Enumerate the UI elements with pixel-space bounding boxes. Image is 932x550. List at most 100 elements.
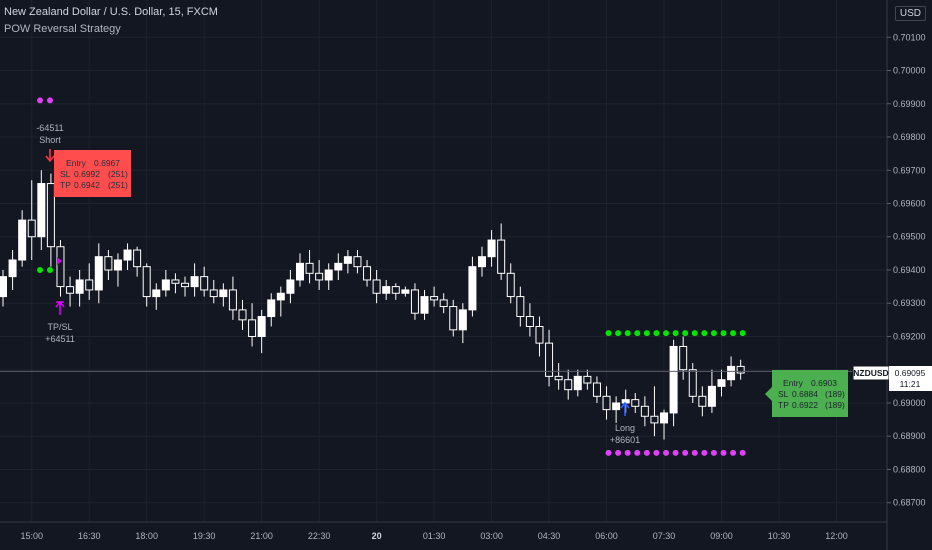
candle bbox=[0, 269, 7, 307]
candle bbox=[650, 386, 659, 437]
candle-body-down bbox=[535, 326, 544, 344]
candle-body-up bbox=[478, 256, 486, 268]
candle bbox=[401, 286, 410, 297]
signal-dot bbox=[739, 449, 746, 456]
candle bbox=[545, 329, 554, 387]
signal-dot bbox=[672, 330, 679, 337]
candle-body-up bbox=[276, 292, 285, 301]
candle bbox=[190, 263, 199, 297]
candle bbox=[525, 303, 534, 337]
candle-body-up bbox=[382, 286, 391, 294]
candle bbox=[334, 253, 343, 280]
grid-lines bbox=[0, 0, 887, 522]
candle bbox=[315, 260, 324, 290]
long-tp-label: TP bbox=[778, 400, 789, 410]
chart-title[interactable]: New Zealand Dollar / U.S. Dollar, 15, FX… bbox=[4, 6, 218, 18]
long-label-2: +86601 bbox=[610, 435, 640, 445]
short-info-box[interactable]: Entry 0.6967 SL 0.6992 (251) TP 0.6942 (… bbox=[54, 150, 131, 197]
candle-body-up bbox=[18, 219, 27, 261]
short-label-2: Short bbox=[39, 135, 61, 145]
short-sl-value: 0.6992 bbox=[74, 169, 100, 179]
candle bbox=[602, 386, 611, 420]
candle bbox=[497, 223, 506, 280]
long-sl-count: (189) bbox=[825, 389, 845, 399]
candle-body-down bbox=[516, 296, 525, 318]
candle-body-up bbox=[286, 279, 295, 294]
y-tick-label: 0.70100 bbox=[893, 32, 926, 42]
long-entry-label: Entry bbox=[783, 378, 804, 388]
long-tp-value: 0.6922 bbox=[792, 400, 818, 410]
candle bbox=[439, 293, 448, 314]
candle-body-down bbox=[391, 286, 400, 294]
short-arrow-icon bbox=[45, 149, 55, 163]
candle bbox=[353, 250, 362, 274]
candle bbox=[478, 246, 486, 277]
long-entry-value: 0.6903 bbox=[811, 378, 837, 388]
y-tick-label: 0.68800 bbox=[893, 464, 926, 474]
candle bbox=[363, 260, 372, 287]
candle bbox=[18, 210, 27, 267]
candle-body-up bbox=[219, 289, 228, 298]
x-tick-label: 06:00 bbox=[595, 531, 618, 541]
time-axis[interactable]: 15:00 16:30 18:00 19:30 21:00 22:30 20 01:30 03:… bbox=[0, 521, 887, 541]
candle bbox=[535, 316, 544, 357]
signal-dot bbox=[634, 330, 641, 337]
candle-body-up bbox=[660, 412, 669, 424]
indicator-name[interactable]: POW Reversal Strategy bbox=[4, 23, 121, 35]
candle bbox=[343, 250, 352, 274]
currency-button[interactable]: USD bbox=[894, 6, 926, 21]
candle bbox=[267, 293, 276, 327]
long-arrow-icon bbox=[620, 401, 630, 416]
short-tp-value: 0.6942 bbox=[74, 180, 100, 190]
signal-dot bbox=[710, 449, 717, 456]
candle bbox=[238, 299, 247, 330]
signal-dot bbox=[720, 449, 727, 456]
candle-body-down bbox=[506, 272, 515, 298]
y-tick-label: 0.70000 bbox=[893, 66, 926, 76]
candle bbox=[612, 396, 621, 423]
candle bbox=[104, 250, 113, 280]
candle bbox=[324, 263, 333, 290]
long-info-box[interactable]: Entry 0.6903 SL 0.6884 (189) TP 0.6922 (… bbox=[765, 370, 848, 417]
price-axis[interactable]: 0.687000.688000.689000.690000.691000.692… bbox=[886, 0, 926, 550]
candle bbox=[698, 386, 707, 417]
candle-body-down bbox=[583, 375, 592, 384]
long-tp-count: (189) bbox=[825, 400, 845, 410]
candle bbox=[430, 286, 439, 307]
signal-dot bbox=[47, 266, 53, 273]
y-tick-label: 0.69400 bbox=[893, 265, 926, 275]
candle-body-down bbox=[363, 266, 372, 281]
x-tick-label: 12:00 bbox=[825, 531, 848, 541]
candle bbox=[631, 392, 640, 413]
candle bbox=[142, 263, 151, 307]
y-tick-label: 0.69700 bbox=[893, 165, 926, 175]
candle-body-down bbox=[736, 365, 745, 374]
long-signal: Long +86601 bbox=[610, 401, 640, 445]
last-price-tag: 0.69095 bbox=[895, 368, 926, 378]
x-tick-label: 15:00 bbox=[20, 531, 43, 541]
candle-body-up bbox=[573, 375, 582, 391]
candle-body-up bbox=[8, 259, 17, 278]
x-tick-label: 03:00 bbox=[480, 531, 503, 541]
candle-body-down bbox=[410, 289, 419, 314]
candle bbox=[707, 369, 716, 413]
symbol-tag: NZDUSD bbox=[853, 368, 888, 378]
candle bbox=[669, 339, 678, 427]
candle bbox=[660, 409, 669, 440]
candle-body-down bbox=[305, 262, 314, 274]
candle-body-down bbox=[372, 279, 381, 294]
candle-body-up bbox=[487, 239, 496, 258]
price-tag[interactable]: NZDUSD 0.69095 11:21 bbox=[852, 365, 932, 391]
candle-body-up bbox=[669, 345, 678, 414]
candle-body-down bbox=[449, 306, 458, 331]
candle-body-down bbox=[554, 375, 563, 381]
candle-body-up bbox=[717, 379, 726, 387]
candle-body-down bbox=[525, 316, 534, 328]
candle bbox=[209, 279, 218, 304]
candle bbox=[679, 336, 688, 380]
candle bbox=[152, 283, 161, 310]
candle-body-down bbox=[564, 379, 573, 391]
candle bbox=[66, 276, 75, 307]
candle bbox=[554, 363, 563, 390]
